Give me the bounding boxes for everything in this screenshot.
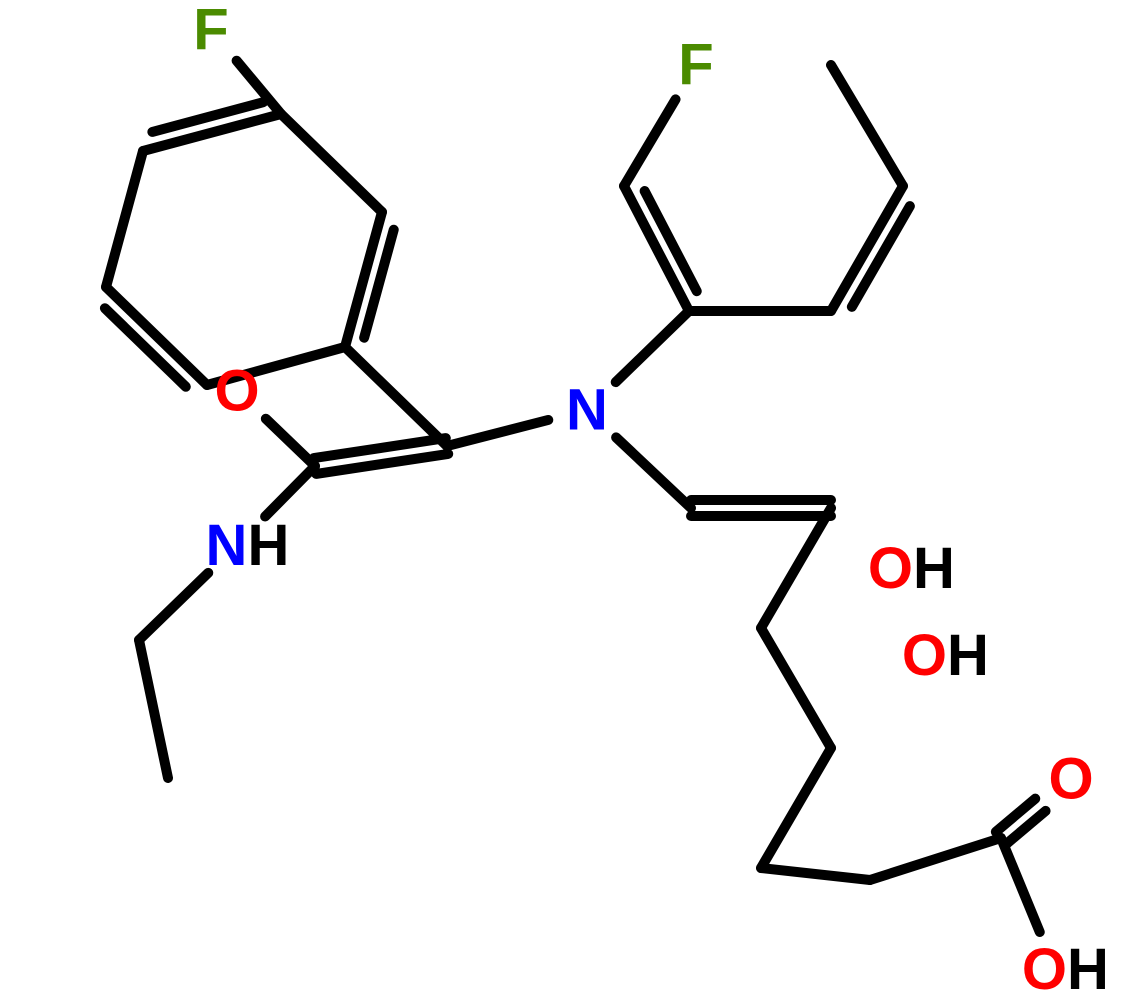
atom-label-N2: NH [206, 513, 290, 578]
atom-label-O1: O [214, 359, 259, 424]
atom-label-O6: OH [1022, 937, 1109, 1002]
atom-label-F2: F [678, 33, 713, 98]
atom-label-O4: OH [902, 623, 989, 688]
atom-label-O5: O [1048, 747, 1093, 812]
atom-label-N1: N [566, 378, 608, 443]
molecule-canvas: F F N O NH OH OH O OH [0, 0, 1139, 1007]
atom-label-F1: F [193, 0, 228, 63]
atom-label-O3: OH [868, 536, 955, 601]
